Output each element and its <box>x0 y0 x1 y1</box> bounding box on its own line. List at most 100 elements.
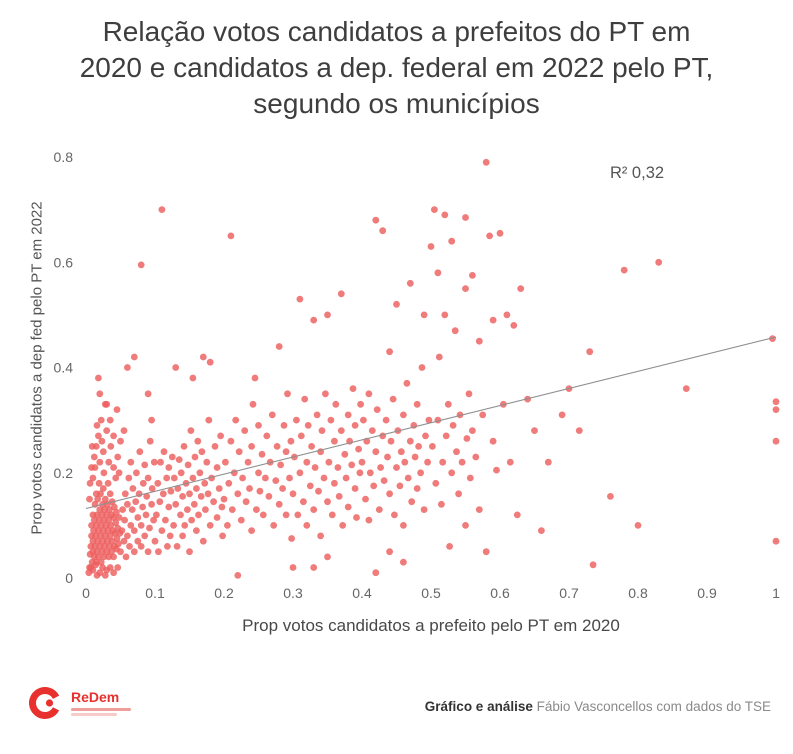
data-point <box>101 572 109 579</box>
data-point <box>153 511 160 519</box>
data-point <box>634 522 642 529</box>
data-point <box>472 453 480 461</box>
y-axis-tick-label: 0.2 <box>54 465 74 481</box>
data-point <box>251 374 259 382</box>
x-axis-tick-label: 0.2 <box>214 585 234 601</box>
data-point <box>380 477 388 484</box>
data-point <box>210 498 218 506</box>
data-point <box>98 437 106 445</box>
data-point <box>393 300 400 308</box>
data-point <box>158 206 166 213</box>
data-point <box>199 353 207 361</box>
data-point <box>115 514 123 521</box>
data-point <box>134 514 142 521</box>
x-axis-tick-label: 0.1 <box>145 585 165 601</box>
data-point <box>110 569 117 577</box>
data-point <box>406 279 414 287</box>
data-point <box>130 353 138 361</box>
data-point <box>575 427 583 434</box>
data-point <box>137 543 145 550</box>
data-point <box>148 500 156 508</box>
trend-line <box>85 336 777 510</box>
data-point <box>335 493 343 500</box>
data-point <box>486 232 493 240</box>
data-point <box>101 532 109 540</box>
data-point <box>117 437 124 445</box>
data-point <box>397 448 405 456</box>
data-point <box>513 511 521 519</box>
data-point <box>113 535 121 542</box>
y-axis-tick-label: 0.4 <box>54 360 74 376</box>
data-point <box>453 448 460 456</box>
data-point <box>465 390 473 398</box>
data-point <box>425 416 433 424</box>
data-point <box>227 437 235 445</box>
data-point <box>184 461 192 469</box>
data-point <box>100 469 108 477</box>
data-point <box>387 437 395 445</box>
data-point <box>144 390 152 398</box>
data-point <box>230 469 238 477</box>
data-point <box>386 548 393 556</box>
data-point <box>166 532 174 540</box>
data-point <box>160 448 168 456</box>
data-point <box>382 416 390 424</box>
data-point <box>222 458 229 466</box>
data-point <box>95 527 102 534</box>
data-point <box>100 516 108 524</box>
data-point <box>324 498 331 506</box>
data-point <box>415 443 422 450</box>
data-point <box>142 511 150 519</box>
data-point <box>224 522 231 529</box>
data-point <box>227 232 235 240</box>
data-point <box>772 398 780 406</box>
data-point <box>95 479 103 487</box>
data-point <box>282 511 290 519</box>
data-point <box>420 311 428 319</box>
data-point <box>438 500 445 508</box>
data-point <box>284 390 291 398</box>
data-point <box>239 474 247 482</box>
data-point <box>351 485 359 492</box>
data-point <box>103 400 111 408</box>
data-point <box>318 427 326 434</box>
data-point <box>186 548 193 556</box>
data-point <box>132 498 140 506</box>
data-point <box>179 532 187 540</box>
data-point <box>188 516 196 524</box>
data-point <box>620 266 628 274</box>
data-point <box>506 458 514 466</box>
data-point <box>558 411 566 419</box>
data-point <box>139 479 147 487</box>
data-point <box>232 416 240 424</box>
data-point <box>317 532 324 540</box>
data-point <box>475 337 483 345</box>
data-point <box>296 469 304 477</box>
data-point <box>90 516 98 524</box>
data-point <box>682 385 690 392</box>
data-point <box>372 448 380 456</box>
data-point <box>434 269 442 277</box>
data-point <box>211 443 219 450</box>
data-point <box>88 522 95 529</box>
data-point <box>418 364 426 371</box>
data-point <box>386 348 393 356</box>
data-point <box>531 427 538 434</box>
data-point <box>96 390 104 398</box>
data-point <box>110 514 117 521</box>
data-point <box>97 532 104 540</box>
data-point <box>355 445 362 453</box>
data-point <box>144 474 152 482</box>
data-point <box>104 537 111 545</box>
data-point <box>194 437 202 445</box>
data-point <box>263 432 271 440</box>
data-point <box>133 469 140 477</box>
data-point <box>165 503 173 511</box>
data-point <box>294 511 302 519</box>
data-point <box>95 516 103 524</box>
data-point <box>435 353 443 361</box>
data-point <box>219 532 227 540</box>
data-point <box>337 290 345 298</box>
data-point <box>379 227 387 235</box>
data-point <box>97 522 105 529</box>
